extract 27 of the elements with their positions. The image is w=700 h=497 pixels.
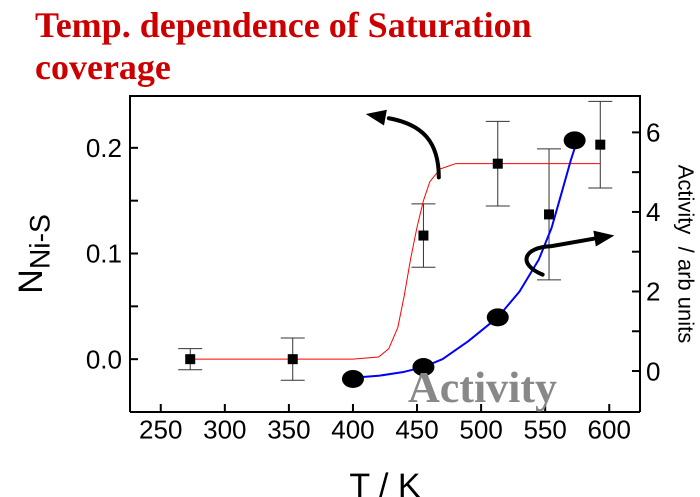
annotation: Activity [408, 362, 558, 413]
y2-tick-label: 2 [646, 276, 660, 307]
y2-tick-label: 0 [646, 356, 660, 386]
point [288, 354, 298, 364]
y2-axis-title: Activity / arb units [672, 164, 698, 343]
x-tick-label: 550 [523, 414, 567, 444]
point [342, 370, 364, 388]
x-tick-label: 500 [459, 414, 503, 444]
point [185, 354, 196, 364]
y2-tick-label: 6 [646, 118, 660, 148]
point [486, 308, 509, 326]
y2-tick-label: 4 [646, 197, 660, 228]
point [595, 140, 606, 150]
point [544, 209, 554, 220]
y-tick-label: 0.0 [86, 344, 122, 374]
y-tick-label: 0.2 [86, 133, 122, 164]
x-tick-label: 350 [267, 414, 311, 444]
x-tick-label: 450 [395, 414, 439, 444]
chart-title: Temp. dependence of Saturation coverage [35, 4, 533, 88]
point [492, 158, 503, 169]
x-tick-label: 600 [588, 414, 631, 444]
y-tick-label: 0.1 [86, 238, 122, 269]
x-tick-label: 300 [203, 414, 247, 444]
point [564, 131, 586, 150]
x-tick-label: 250 [139, 414, 182, 444]
point [418, 230, 428, 241]
x-tick-label: 400 [331, 414, 375, 444]
